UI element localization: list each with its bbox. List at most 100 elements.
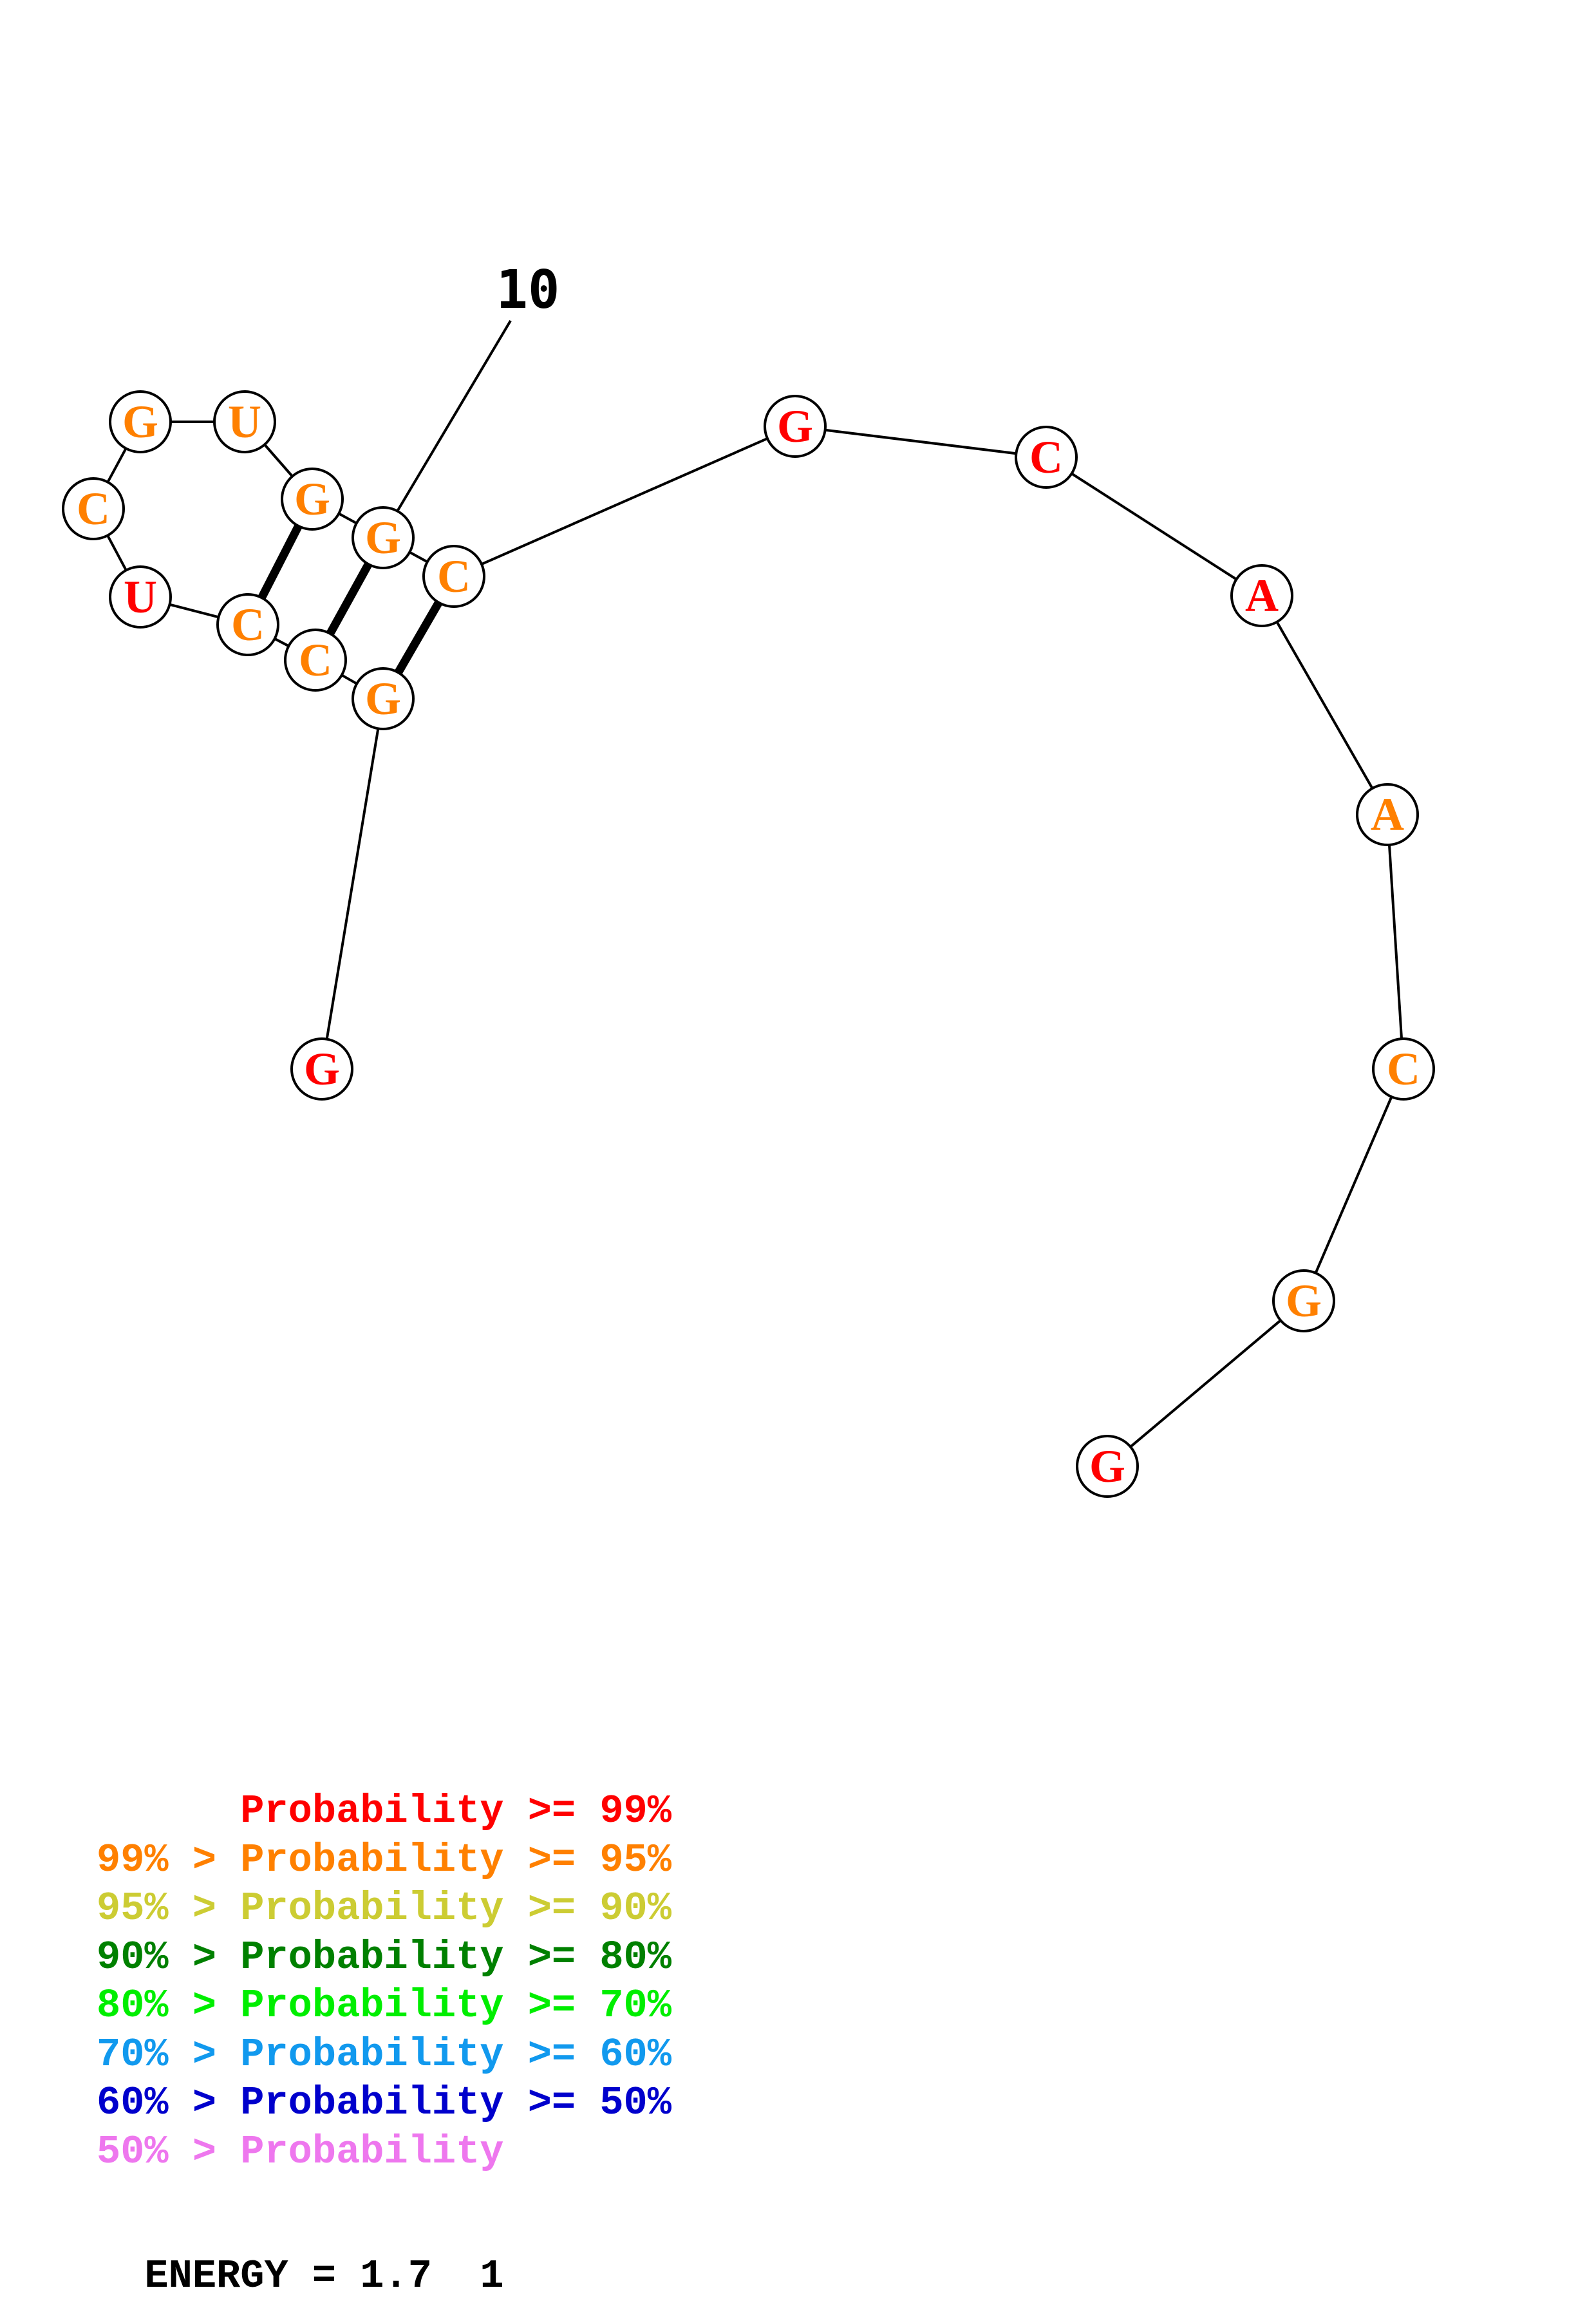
legend-prefix: 60% > (97, 2080, 241, 2126)
base-pair-bond (326, 562, 372, 636)
legend-text: Probability (240, 2128, 504, 2175)
nucleotide-13: C (1015, 426, 1078, 489)
backbone-segment (1129, 1319, 1282, 1448)
legend-text: Probability >= 80% (240, 1934, 671, 1980)
backbone-segment (1071, 472, 1237, 581)
probability-legend: Probability >= 99% 99% > Probability >= 9… (97, 1787, 671, 2176)
backbone-segment (481, 437, 768, 565)
base-pair-bond (258, 524, 303, 600)
backbone-segment (1387, 844, 1404, 1039)
nucleotide-letter: U (228, 396, 261, 448)
legend-text: Probability >= 70% (240, 1983, 671, 2029)
backbone-segment (341, 674, 358, 685)
legend-row: 99% > Probability >= 95% (97, 1836, 671, 1885)
backbone-segment (106, 535, 127, 571)
legend-prefix (97, 1788, 240, 1834)
nucleotide-circle (109, 565, 172, 629)
nucleotide-letter: G (122, 396, 158, 448)
nucleotide-15: A (1356, 783, 1419, 846)
backbone-segment (1314, 1096, 1393, 1274)
nucleotide-circle (1372, 1037, 1435, 1101)
backbone-segment (169, 603, 219, 619)
nucleotide-17: G (1272, 1269, 1335, 1332)
legend-row: 95% > Probability >= 90% (97, 1884, 671, 1933)
nucleotide-circle (213, 390, 276, 453)
legend-prefix: 80% > (97, 1983, 241, 2029)
nucleotide-letter: C (437, 551, 471, 602)
nucleotide-circle (290, 1037, 353, 1101)
nucleotide-letter: C (231, 599, 265, 650)
legend-row: Probability >= 99% (97, 1787, 671, 1836)
backbone-segment (274, 638, 290, 647)
legend-row: 80% > Probability >= 70% (97, 1982, 671, 2030)
nucleotide-letter: G (1089, 1441, 1125, 1492)
nucleotide-circle (109, 390, 172, 453)
nucleotide-circle (1356, 783, 1419, 846)
legend-text: Probability >= 90% (240, 1886, 671, 1931)
backbone-segment (338, 512, 357, 525)
nucleotide-circle (1076, 1435, 1139, 1498)
nucleotide-18: G (1076, 1435, 1139, 1498)
legend-prefix: 95% > (97, 1886, 241, 1931)
nucleotide-3: C (284, 629, 347, 692)
nucleotide-6: C (62, 477, 125, 540)
nucleotide-letter: C (1029, 431, 1063, 483)
legend-row: 50% > Probability (97, 2128, 671, 2177)
nucleotide-circle (284, 629, 347, 692)
position-marker-line (396, 319, 512, 513)
legend-row: 90% > Probability >= 80% (97, 1933, 671, 1982)
legend-prefix: 70% > (97, 2031, 241, 2077)
backbone-segment (825, 428, 1017, 455)
backbone-segment (325, 728, 380, 1039)
nucleotide-4: C (216, 593, 279, 656)
position-marker-10: 10 (396, 260, 559, 513)
energy-label: ENERGY = 1.7 (144, 2253, 432, 2299)
nucleotide-8: U (213, 390, 276, 453)
legend-text: Probability >= 50% (240, 2080, 671, 2126)
nucleotide-circle (1272, 1269, 1335, 1332)
nucleotide-letter: U (124, 571, 157, 623)
nucleotide-circle (1230, 564, 1293, 627)
nucleotide-7: G (109, 390, 172, 453)
legend-text: Probability >= 95% (240, 1837, 671, 1883)
base-pair-bond (394, 600, 443, 675)
backbone-segment (263, 444, 294, 477)
legend-prefix: 99% > (97, 1837, 241, 1883)
nucleotide-letter: G (294, 473, 330, 525)
backbone-segment (409, 551, 428, 563)
nucleotide-16: C (1372, 1037, 1435, 1101)
nucleotide-10: G (352, 506, 415, 569)
nucleotide-letter: G (777, 401, 813, 452)
nucleotide-circle (281, 468, 344, 531)
backbone-segment (106, 448, 127, 483)
nucleotide-letter: G (365, 512, 401, 563)
legend-prefix: 90% > (97, 1934, 241, 1980)
nucleotide-circle (1015, 426, 1078, 489)
nucleotide-letter: C (299, 634, 332, 686)
nucleotide-letter: A (1245, 570, 1279, 621)
nucleotide-letter: A (1371, 789, 1404, 840)
backbone-segment (1275, 621, 1374, 790)
nucleotide-14: A (1230, 564, 1293, 627)
legend-prefix: 50% > (97, 2128, 241, 2175)
nucleotide-circle (764, 395, 827, 458)
nucleotide-circle (62, 477, 125, 540)
legend-row: 60% > Probability >= 50% (97, 2079, 671, 2128)
nucleotide-12: G (764, 395, 827, 458)
legend-text: Probability >= 60% (240, 2031, 671, 2077)
nucleotide-circle (352, 506, 415, 569)
nucleotide-letter: C (1387, 1043, 1420, 1095)
nucleotide-letter: C (77, 483, 110, 535)
legend-text: Probability >= 99% (240, 1788, 671, 1834)
nucleotide-1: G (290, 1037, 353, 1101)
nucleotide-9: G (281, 468, 344, 531)
base-pair-lines (258, 524, 443, 675)
nucleotide-5: U (109, 565, 172, 629)
nucleotide-circle (352, 667, 415, 730)
nucleotide-circle (216, 593, 279, 656)
backbone-lines (106, 421, 1404, 1448)
nucleotide-11: C (422, 545, 485, 608)
nucleotide-letter: G (365, 673, 401, 724)
